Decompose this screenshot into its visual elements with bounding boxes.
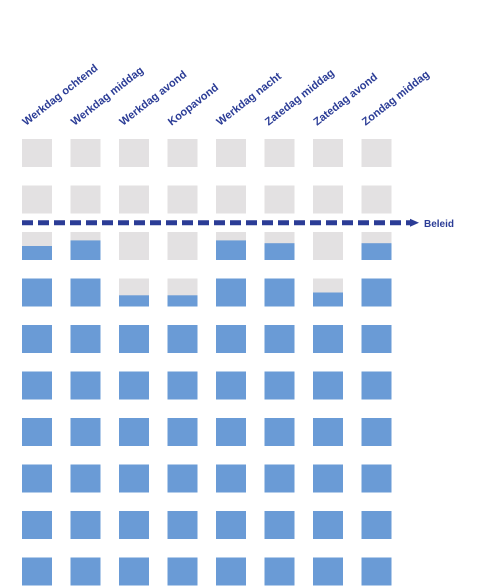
waffle-cell-filled — [361, 511, 392, 539]
waffle-cell-empty — [167, 185, 198, 214]
waffle-cell-filled — [313, 292, 343, 307]
waffle-cell-filled — [22, 371, 52, 400]
waffle-cell-filled — [361, 243, 392, 260]
waffle-cell-filled — [313, 325, 343, 353]
policy-line-group: Beleid — [22, 218, 454, 230]
waffle-cell-filled — [22, 557, 52, 586]
waffle-cell-empty — [167, 139, 198, 167]
waffle-cell-filled — [119, 464, 149, 493]
waffle-cell-filled — [313, 418, 343, 446]
waffle-cell-filled — [264, 278, 295, 307]
waffle-cell-empty — [313, 232, 343, 260]
waffle-cell-empty — [264, 185, 295, 214]
waffle-cell-empty — [119, 139, 149, 167]
waffle-cell-empty — [70, 139, 101, 167]
waffle-cell-filled — [167, 371, 198, 400]
waffle-cell-empty — [361, 185, 392, 214]
waffle-cell-filled — [361, 371, 392, 400]
waffle-cell-filled — [361, 464, 392, 493]
waffle-cell-empty — [313, 139, 343, 167]
waffle-cell-filled — [216, 278, 246, 307]
waffle-cell-filled — [313, 464, 343, 493]
waffle-cell-filled — [70, 464, 101, 493]
waffle-cell-empty — [313, 185, 343, 214]
waffle-cell-empty — [119, 232, 149, 260]
waffle-cell-filled — [167, 325, 198, 353]
waffle-cell-empty — [119, 185, 149, 214]
waffle-cell-filled — [22, 278, 52, 307]
waffle-cell-empty — [264, 139, 295, 167]
waffle-cell-empty — [167, 232, 198, 260]
waffle-cell-filled — [167, 511, 198, 539]
waffle-cell-filled — [119, 295, 149, 307]
waffle-cell-filled — [70, 325, 101, 353]
waffle-cell-filled — [167, 557, 198, 586]
waffle-cell-filled — [22, 418, 52, 446]
waffle-cell-filled — [70, 278, 101, 307]
waffle-cell-filled — [119, 511, 149, 539]
waffle-cell-empty — [22, 185, 52, 214]
waffle-cell-filled — [70, 557, 101, 586]
waffle-cell-filled — [264, 464, 295, 493]
waffle-cell-filled — [22, 325, 52, 353]
waffle-cell-filled — [264, 325, 295, 353]
waffle-cell-filled — [361, 278, 392, 307]
waffle-cell-filled — [313, 371, 343, 400]
waffle-cell-filled — [167, 464, 198, 493]
waffle-cell-filled — [119, 557, 149, 586]
waffle-cell-filled — [264, 511, 295, 539]
policy-label: Beleid — [424, 219, 454, 230]
waffle-cell-filled — [119, 371, 149, 400]
waffle-cell-empty — [361, 139, 392, 167]
waffle-cells — [22, 139, 392, 586]
waffle-cell-filled — [264, 557, 295, 586]
waffle-cell-filled — [70, 371, 101, 400]
waffle-cell-filled — [216, 325, 246, 353]
waffle-cell-empty — [70, 185, 101, 214]
waffle-cell-filled — [361, 557, 392, 586]
waffle-cell-filled — [216, 240, 246, 260]
waffle-cell-filled — [70, 240, 101, 260]
waffle-cell-filled — [361, 418, 392, 446]
waffle-cell-empty — [216, 139, 246, 167]
waffle-cell-filled — [216, 511, 246, 539]
waffle-cell-filled — [264, 418, 295, 446]
waffle-cell-filled — [167, 418, 198, 446]
waffle-cell-filled — [264, 371, 295, 400]
waffle-cell-filled — [22, 464, 52, 493]
waffle-cell-filled — [119, 418, 149, 446]
waffle-cell-filled — [70, 511, 101, 539]
policy-arrow-icon — [410, 218, 419, 227]
waffle-cell-filled — [313, 557, 343, 586]
waffle-cell-filled — [216, 464, 246, 493]
waffle-cell-filled — [264, 243, 295, 260]
waffle-cell-empty — [216, 185, 246, 214]
waffle-cell-filled — [361, 325, 392, 353]
waffle-cell-filled — [313, 511, 343, 539]
waffle-cell-filled — [22, 511, 52, 539]
waffle-cell-empty — [22, 139, 52, 167]
waffle-cell-filled — [22, 246, 52, 260]
waffle-cell-filled — [216, 418, 246, 446]
waffle-cell-filled — [167, 295, 198, 307]
waffle-cell-filled — [70, 418, 101, 446]
waffle-cell-filled — [216, 371, 246, 400]
waffle-cell-filled — [216, 557, 246, 586]
waffle-cell-filled — [119, 325, 149, 353]
